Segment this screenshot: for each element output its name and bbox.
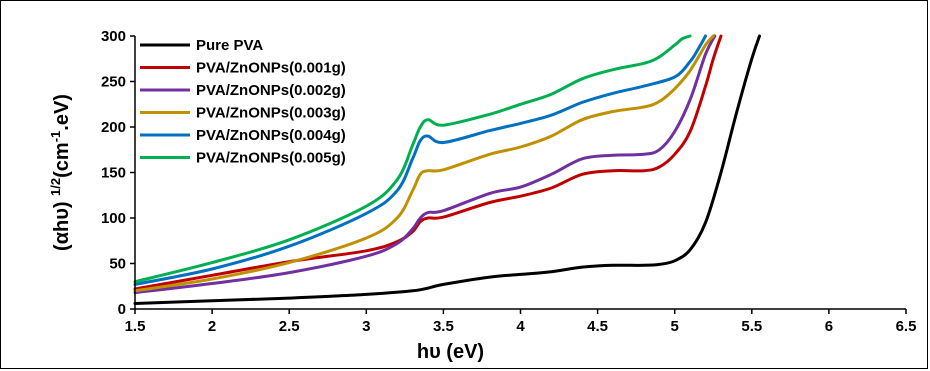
y-tick-label: 100: [101, 210, 126, 227]
x-tick-label: 6.5: [896, 318, 917, 335]
y-tick-label: 250: [101, 74, 126, 91]
y-axis-title-sup1: 1/2: [48, 178, 63, 196]
series-line-3: [133, 34, 717, 295]
y-axis-title-base: (αhυ): [51, 196, 73, 251]
x-tick-label: 6: [825, 318, 833, 335]
series-line-5: [133, 34, 707, 286]
x-axis-title: hυ (eV): [417, 341, 484, 363]
y-tick-label: 0: [118, 301, 126, 318]
y-axis-title-mid: (cm: [51, 142, 73, 178]
y-tick-label: 300: [101, 28, 126, 45]
x-tick-label: 2: [208, 318, 216, 335]
x-tick-label: 4.5: [587, 318, 608, 335]
legend-label: PVA/ZnONPs(0.002g): [196, 82, 346, 99]
y-tick-label: 50: [109, 256, 126, 273]
legend-label: Pure PVA: [196, 37, 263, 54]
y-tick-label: 150: [101, 165, 126, 182]
legend-label: PVA/ZnONPs(0.005g): [196, 150, 346, 167]
series-line-4: [133, 34, 715, 293]
legend-label: PVA/ZnONPs(0.003g): [196, 105, 346, 122]
x-tick-label: 3: [362, 318, 370, 335]
series-line-2: [133, 34, 723, 291]
x-ticks: 1.5 2 2.5 3 3.5 4 4.5 5 5.5 6 6.5: [125, 309, 917, 335]
legend-label: PVA/ZnONPs(0.001g): [196, 60, 346, 77]
x-tick-label: 2.5: [279, 318, 300, 335]
x-tick-label: 3.5: [433, 318, 454, 335]
y-axis-title: (αhυ) 1/2(cm-1.eV): [48, 94, 73, 251]
series-line-1: [133, 34, 761, 305]
y-ticks: 0 50 100 150 200 250 300: [101, 28, 135, 318]
x-tick-label: 4: [516, 318, 525, 335]
legend: Pure PVA PVA/ZnONPs(0.001g) PVA/ZnONPs(0.0…: [140, 37, 346, 167]
y-tick-label: 200: [101, 119, 126, 136]
legend-label: PVA/ZnONPs(0.004g): [196, 127, 346, 144]
x-tick-label: 5.5: [741, 318, 762, 335]
series-layer: [133, 34, 761, 305]
y-axis-title-sup2: -1: [48, 131, 63, 143]
x-tick-label: 5: [671, 318, 679, 335]
y-axis-title-end: .eV): [51, 94, 73, 131]
x-tick-label: 1.5: [125, 318, 146, 335]
series-line-6: [133, 34, 692, 284]
